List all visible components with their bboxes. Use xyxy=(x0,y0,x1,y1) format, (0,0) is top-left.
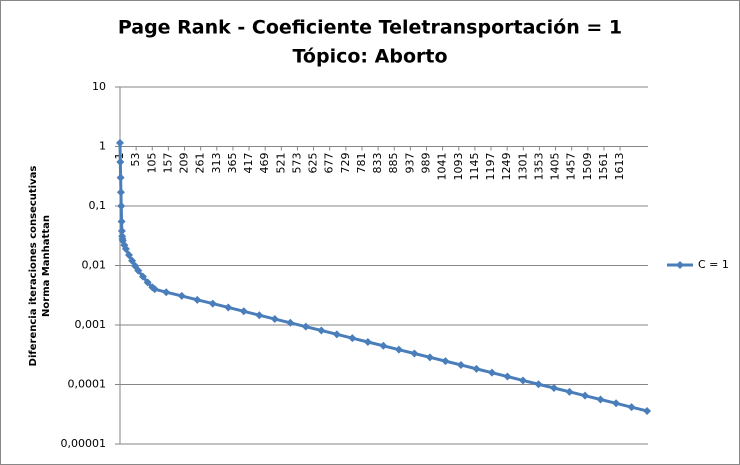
x-tick-label: 833 xyxy=(371,153,384,174)
data-point xyxy=(394,345,403,354)
y-tick-label: 0,01 xyxy=(82,259,107,272)
x-tick-label: 937 xyxy=(403,153,416,174)
x-tick-label: 209 xyxy=(178,153,191,174)
data-point xyxy=(627,403,636,412)
data-point xyxy=(565,387,574,396)
data-point xyxy=(379,341,388,350)
data-point xyxy=(534,380,543,389)
data-point xyxy=(116,188,125,197)
x-tick-label: 1093 xyxy=(452,153,465,181)
data-point xyxy=(332,330,341,339)
x-tick-label: 573 xyxy=(290,153,303,174)
data-point xyxy=(193,295,202,304)
data-point xyxy=(143,278,152,287)
x-tick-label: 1197 xyxy=(484,153,497,181)
data-point xyxy=(348,334,357,343)
y-tick-label: 0,1 xyxy=(89,199,107,212)
x-tick-label: 53 xyxy=(129,153,142,167)
x-tick-label: 729 xyxy=(339,153,352,174)
data-point xyxy=(301,322,310,331)
data-point xyxy=(134,266,143,275)
x-tick-label: 885 xyxy=(387,153,400,174)
x-tick-label: 781 xyxy=(355,153,368,174)
data-point xyxy=(441,357,450,366)
data-point xyxy=(456,360,465,369)
data-point xyxy=(550,384,559,393)
data-point xyxy=(239,307,248,316)
data-point xyxy=(317,326,326,335)
data-point xyxy=(177,291,186,300)
y-tick-label: 0,0001 xyxy=(68,378,107,391)
data-point xyxy=(117,202,126,210)
x-tick-label: 989 xyxy=(420,153,433,174)
data-point xyxy=(255,311,264,320)
x-tick-label: 1457 xyxy=(565,153,578,181)
x-tick-label: 677 xyxy=(323,153,336,174)
data-point xyxy=(117,227,126,236)
y-tick-label: 1 xyxy=(99,140,106,153)
x-tick-label: 417 xyxy=(242,153,255,174)
data-point xyxy=(208,299,217,308)
x-tick-label: 521 xyxy=(274,153,287,174)
data-point xyxy=(116,138,124,147)
data-point xyxy=(612,399,621,408)
x-tick-label: 313 xyxy=(210,153,223,174)
x-tick-label: 1249 xyxy=(500,153,513,181)
data-point xyxy=(138,272,147,281)
x-tick-label: 105 xyxy=(145,153,158,174)
x-tick-label: 1301 xyxy=(516,153,529,181)
y-axis-title: Norma Manhattan xyxy=(41,215,52,317)
x-tick-label: 1041 xyxy=(436,153,449,181)
data-point xyxy=(224,303,233,312)
chart-title: Tópico: Aborto xyxy=(293,46,448,68)
data-point xyxy=(503,372,512,381)
data-point xyxy=(581,391,590,400)
x-tick-label: 1145 xyxy=(468,153,481,181)
data-point xyxy=(116,173,125,182)
x-tick-label: 625 xyxy=(307,153,320,174)
y-tick-label: 0,00001 xyxy=(61,437,107,450)
data-point xyxy=(596,395,605,404)
data-point xyxy=(116,157,125,166)
x-tick-label: 1405 xyxy=(549,153,562,181)
legend-marker xyxy=(676,261,684,269)
data-point xyxy=(150,285,159,294)
chart-title: Page Rank - Coeficiente Teletransportaci… xyxy=(118,17,622,39)
y-tick-label: 0,001 xyxy=(75,318,107,331)
data-point xyxy=(410,349,419,358)
x-tick-label: 1613 xyxy=(613,153,626,181)
data-point xyxy=(487,368,496,377)
data-point xyxy=(124,251,133,260)
legend-label: C = 1 xyxy=(698,258,729,271)
data-point xyxy=(270,315,279,324)
x-tick-label: 1561 xyxy=(597,153,610,181)
data-point xyxy=(286,318,295,327)
x-tick-label: 261 xyxy=(194,153,207,174)
y-axis-title: Diferencia iteraciones consecutivas xyxy=(28,166,39,367)
y-tick-label: 10 xyxy=(92,80,106,93)
data-point xyxy=(363,337,372,346)
data-point xyxy=(643,406,652,415)
data-point xyxy=(518,376,527,385)
data-point xyxy=(121,244,130,253)
data-point xyxy=(128,256,137,265)
x-tick-label: 1509 xyxy=(581,153,594,181)
data-point xyxy=(425,353,434,362)
data-point xyxy=(472,364,481,373)
x-tick-label: 1353 xyxy=(532,153,545,181)
x-tick-label: 469 xyxy=(258,153,271,174)
data-point xyxy=(117,217,126,226)
x-tick-label: 157 xyxy=(161,153,174,174)
x-tick-label: 365 xyxy=(226,153,239,174)
data-point xyxy=(162,288,171,297)
